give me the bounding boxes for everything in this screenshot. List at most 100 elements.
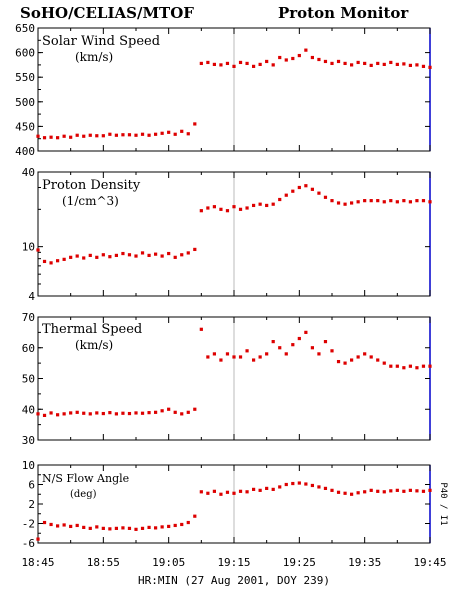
data-point (402, 199, 406, 203)
x-tick-label: 19:05 (152, 556, 185, 569)
data-point (56, 136, 60, 140)
data-point (173, 132, 177, 136)
y-tick-label: 400 (15, 145, 35, 158)
data-point (101, 526, 105, 530)
data-point (291, 343, 295, 347)
data-point (310, 187, 314, 191)
data-point (258, 202, 262, 206)
data-point (160, 254, 164, 258)
data-point (297, 336, 301, 341)
data-point (173, 255, 177, 259)
data-point (140, 411, 145, 415)
x-axis-label: HR:MIN (27 Aug 2001, DOY 239) (138, 574, 330, 587)
data-point (101, 411, 105, 416)
data-point (186, 251, 190, 255)
data-point (225, 490, 230, 494)
data-point (317, 57, 321, 62)
data-point (343, 491, 347, 495)
data-point (271, 487, 275, 491)
data-point (376, 199, 380, 203)
data-point (291, 481, 295, 486)
data-point (343, 361, 347, 365)
data-point (56, 413, 60, 417)
data-point (330, 61, 334, 66)
data-point (167, 251, 171, 256)
data-point (186, 410, 190, 414)
data-point (336, 490, 341, 494)
data-point (402, 489, 406, 493)
data-point (154, 410, 158, 414)
instrument-title: SoHO/CELIAS/MTOF (20, 4, 194, 22)
data-point (167, 524, 171, 529)
data-point (154, 132, 158, 136)
data-point (199, 209, 203, 213)
monitor-title: Proton Monitor (278, 4, 409, 22)
data-point (389, 60, 393, 65)
data-point (428, 200, 432, 204)
data-point (304, 482, 308, 486)
data-point (69, 411, 73, 415)
data-point (62, 523, 66, 527)
data-point (350, 63, 354, 67)
data-point (278, 346, 282, 350)
y-tick-label: -6 (22, 537, 35, 550)
data-point (330, 488, 334, 492)
y-tick-label: 40 (22, 403, 35, 416)
data-point (147, 253, 151, 258)
data-point (323, 59, 328, 64)
data-point (382, 490, 386, 494)
side-label: P40 / I1 (438, 482, 448, 525)
data-point (121, 251, 125, 256)
panel-unit-label: (km/s) (75, 338, 113, 352)
data-point (88, 253, 92, 258)
x-tick-label: 19:45 (413, 556, 446, 569)
data-point (62, 412, 66, 416)
data-point (140, 526, 145, 530)
data-point (212, 352, 216, 356)
y-tick-label: 10 (22, 459, 35, 472)
data-point (415, 63, 419, 67)
data-point (95, 255, 99, 259)
data-point (127, 411, 132, 416)
data-point (323, 195, 328, 199)
data-point (382, 62, 386, 67)
y-tick-label: 10 (22, 241, 35, 254)
data-point (291, 56, 295, 61)
data-point (82, 256, 86, 260)
data-point (369, 488, 373, 492)
data-point (180, 253, 184, 257)
data-point (199, 327, 203, 331)
data-point (199, 490, 203, 494)
data-point (284, 482, 288, 487)
y-tick-label: 40 (22, 166, 35, 179)
data-point (232, 491, 236, 495)
data-point (382, 361, 386, 365)
data-point (258, 488, 262, 492)
data-point (114, 412, 118, 416)
data-point (408, 364, 412, 368)
data-point (140, 251, 145, 255)
data-point (160, 131, 164, 135)
data-point (415, 489, 419, 493)
data-point (206, 491, 210, 495)
data-point (421, 489, 426, 493)
data-point (408, 488, 412, 492)
data-point (173, 523, 177, 528)
data-point (245, 61, 249, 66)
data-point (350, 492, 354, 496)
data-point (369, 63, 373, 67)
data-point (428, 65, 432, 69)
panel-title: Thermal Speed (42, 322, 142, 337)
data-point (108, 411, 112, 415)
data-point (206, 206, 210, 210)
data-point (186, 132, 190, 136)
data-point (108, 527, 112, 531)
data-point (408, 63, 412, 67)
data-point (232, 355, 236, 359)
data-point (69, 524, 73, 529)
data-point (350, 358, 354, 362)
data-point (199, 61, 203, 66)
data-point (421, 64, 426, 68)
y-tick-label: 600 (15, 47, 35, 60)
data-point (36, 134, 40, 138)
